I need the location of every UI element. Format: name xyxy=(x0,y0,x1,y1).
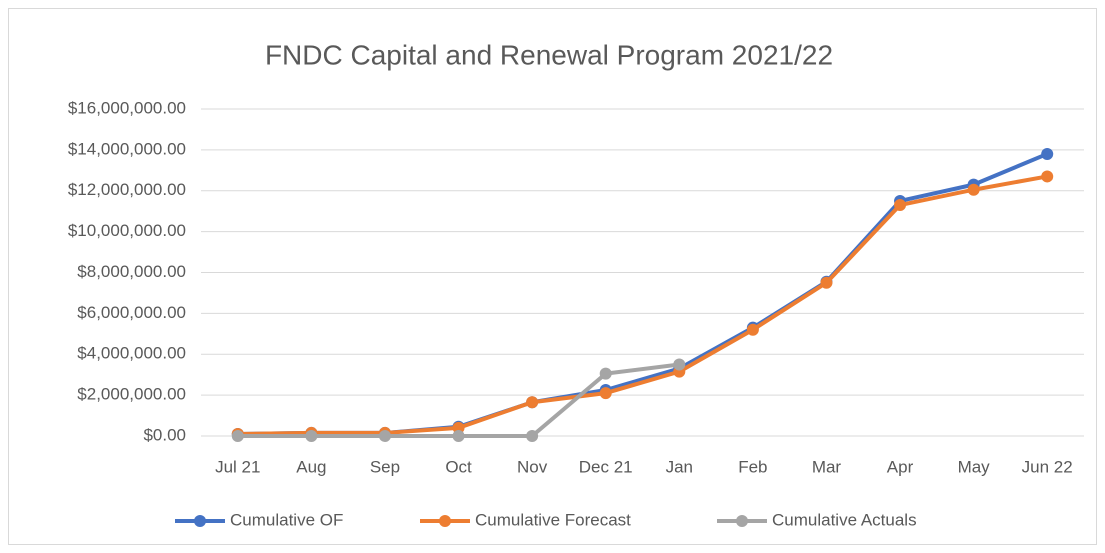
legend-marker xyxy=(439,515,451,527)
legend-marker xyxy=(194,515,206,527)
point xyxy=(967,183,980,196)
x-tick-label: Sep xyxy=(370,457,400,476)
point xyxy=(673,358,686,371)
point xyxy=(378,430,391,442)
legend-label: Cumulative OF xyxy=(230,510,343,529)
point xyxy=(820,276,833,289)
point xyxy=(1041,147,1054,160)
y-tick-label: $12,000,000.00 xyxy=(68,180,186,199)
y-tick-label: $10,000,000.00 xyxy=(68,221,186,240)
legend-marker xyxy=(736,515,748,527)
point xyxy=(599,387,612,400)
point xyxy=(599,367,612,380)
point xyxy=(526,430,539,442)
point xyxy=(1041,170,1054,183)
x-tick-label: Mar xyxy=(812,457,842,476)
chart-border xyxy=(8,8,1097,545)
x-tick-label: Jan xyxy=(666,457,693,476)
x-tick-label: May xyxy=(958,457,991,476)
point xyxy=(231,430,244,442)
point xyxy=(746,323,759,336)
y-tick-label: $14,000,000.00 xyxy=(68,139,186,158)
point xyxy=(894,199,907,212)
legend-label: Cumulative Forecast xyxy=(475,510,631,529)
x-tick-label: Jun 22 xyxy=(1022,457,1073,476)
x-tick-label: Aug xyxy=(296,457,326,476)
x-tick-label: Feb xyxy=(738,457,767,476)
y-tick-label: $16,000,000.00 xyxy=(68,98,186,117)
point xyxy=(526,396,539,409)
legend-label: Cumulative Actuals xyxy=(772,510,917,529)
y-tick-label: $0.00 xyxy=(143,425,186,444)
x-tick-label: Apr xyxy=(887,457,914,476)
x-tick-label: Jul 21 xyxy=(215,457,260,476)
y-tick-label: $4,000,000.00 xyxy=(77,344,186,363)
y-tick-label: $6,000,000.00 xyxy=(77,303,186,322)
x-tick-label: Oct xyxy=(445,457,472,476)
y-tick-label: $8,000,000.00 xyxy=(77,262,186,281)
x-tick-label: Nov xyxy=(517,457,548,476)
point xyxy=(452,430,465,442)
y-tick-label: $2,000,000.00 xyxy=(77,385,186,404)
point xyxy=(305,430,318,442)
x-tick-label: Dec 21 xyxy=(579,457,633,476)
chart-title: FNDC Capital and Renewal Program 2021/22 xyxy=(265,39,833,70)
series-line xyxy=(235,174,1050,436)
